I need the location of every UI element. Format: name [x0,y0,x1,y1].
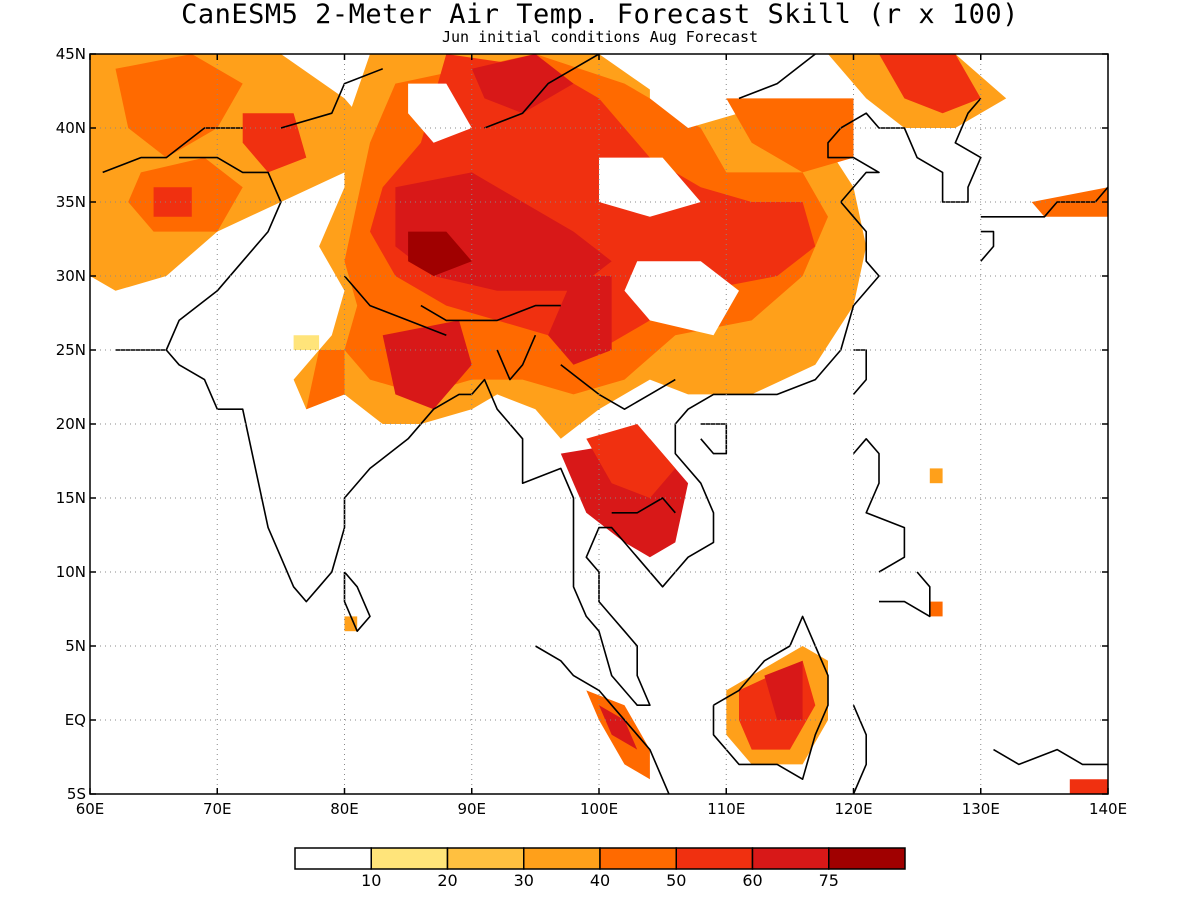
colorbar-label: 40 [590,871,610,890]
coastline [852,704,868,794]
skill-region-level-5 [879,54,981,114]
lat-tick-label: 20N [56,415,86,433]
map-subtitle: Jun initial conditions Aug Forecast [441,28,759,46]
coastline [343,571,371,633]
skill-region-level-1 [293,335,320,350]
coastline [852,349,868,395]
lon-tick-label: 80E [330,800,359,818]
colorbar-label: 30 [514,871,534,890]
coastline [534,645,670,794]
coastline [611,497,676,514]
skill-region-level-6 [471,54,574,114]
coastline [484,54,600,129]
skill-region-level-5 [586,424,676,498]
lat-tick-label: 40N [56,119,86,137]
lat-tick-label: EQ [65,711,86,729]
skill-region-level-4 [115,54,243,158]
lat-tick-label: 5S [67,785,86,803]
coastline [102,127,243,174]
coastline [560,364,676,411]
skill-region-level-6 [599,705,638,750]
skill-region-level-3 [344,616,358,632]
coastline [712,615,829,781]
colorbar-label: 50 [666,871,686,890]
colorbar-swatch [523,847,601,870]
coastline [115,97,982,707]
coastline [993,748,1108,766]
skill-region-level-5 [1069,779,1108,794]
lon-tick-label: 90E [457,800,486,818]
skill-fill-layer [90,54,1108,794]
skill-region-level-4 [306,350,345,410]
colorbar-swatch [599,847,677,870]
coastline [980,230,995,262]
colorbar-swatch [751,847,830,870]
skill-region-level-7 [408,231,472,276]
coastline [700,423,728,455]
coastline [852,437,906,573]
skill-region-level-4 [726,98,854,173]
colorbar-swatch [675,847,754,870]
colorbar-label: 60 [742,871,762,890]
lat-tick-label: 25N [56,341,86,359]
graticule [90,54,1108,794]
skill-region-level-6 [548,276,612,365]
lat-tick-label: 15N [56,489,86,507]
map-title: CanESM5 2-Meter Air Temp. Forecast Skill… [181,0,1019,30]
lon-tick-label: 110E [707,800,745,818]
colorbar-label: 20 [437,871,457,890]
lon-tick-label: 140E [1089,800,1127,818]
colorbar-label: 75 [819,871,839,890]
colorbar-swatch [828,847,906,870]
lon-tick-label: 130E [962,800,1000,818]
lon-tick-label: 100E [580,800,618,818]
lon-tick-label: 60E [76,800,105,818]
skill-region-level-5 [153,187,192,217]
skill-region-level-6 [382,320,472,410]
axis-labels: 60E 70E 80E 90E 100E 110E 120E 130E 140E 45N 40N 35… [56,45,1127,818]
skill-region-level-0 [624,261,739,336]
lon-tick-label: 120E [834,800,872,818]
coastline [879,571,931,618]
coastline [280,68,383,129]
colorbar: 10 20 30 40 50 60 75 [294,847,906,890]
skill-region-level-4 [929,601,943,617]
lat-tick-label: 35N [56,193,86,211]
skill-region-level-6 [764,660,803,720]
coastline-layer [102,54,1108,794]
colorbar-label: 10 [361,871,381,890]
coastline [738,54,816,100]
lat-tick-label: 30N [56,267,86,285]
lat-tick-label: 45N [56,45,86,63]
skill-region-level-3 [929,468,943,484]
coastline [343,275,447,336]
lon-tick-label: 70E [203,800,232,818]
coastline [496,334,537,381]
coastline [165,156,282,351]
lat-tick-label: 5N [65,637,86,655]
colorbar-swatch [370,847,449,870]
coastline [980,186,1108,218]
colorbar-swatch [294,847,372,870]
skill-region-level-0 [649,68,739,128]
colorbar-swatch [446,847,525,870]
lat-tick-label: 10N [56,563,86,581]
coastline [420,304,561,322]
